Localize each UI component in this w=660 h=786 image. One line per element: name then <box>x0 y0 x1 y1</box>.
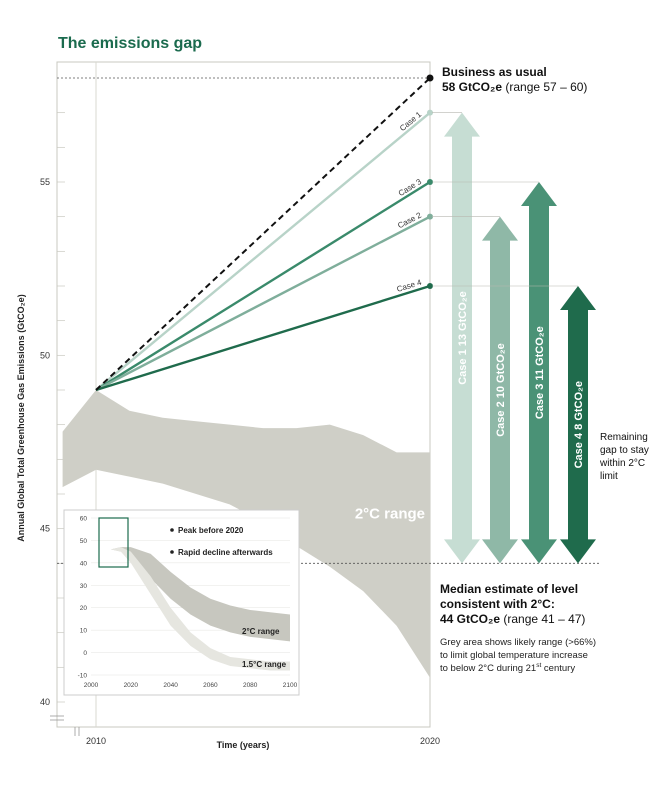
case-4-end-point <box>427 283 433 289</box>
x-tick-2010: 2010 <box>86 736 106 746</box>
bau-value-bold: 58 GtCO₂e <box>442 80 502 94</box>
inset-label-2c: 2°C range <box>242 627 280 636</box>
inset-y-tick-20: 20 <box>80 605 88 612</box>
case-2-gap-arrow <box>482 216 518 564</box>
case-4-gap-value: 8 GtCO₂e <box>573 381 585 430</box>
case-2-gap-value: 10 GtCO₂e <box>495 343 507 398</box>
case-4-gap-name: Case 4 <box>573 430 585 469</box>
case-2-line <box>95 215 431 392</box>
case-1-gap-label: Case 1 13 GtCO₂e <box>457 291 469 385</box>
case-2-gap-name: Case 2 <box>495 398 507 437</box>
legend-peak: Peak before 2020 <box>178 526 244 535</box>
legend-bullet-2 <box>170 550 174 554</box>
note-line-3: to below 2°C during 21st century <box>440 662 575 674</box>
inset-y-tick-0: 0 <box>83 650 87 657</box>
case-3-gap-value: 11 GtCO₂e <box>534 326 546 380</box>
legend-decline: Rapid decline afterwards <box>178 548 273 557</box>
median-value-range: (range 41 – 47) <box>500 612 585 626</box>
inset-chart: -10 0 10 20 30 40 50 60 2000 2020 2040 2060 2080 210… <box>63 509 300 696</box>
inset-x-tick-2080: 2080 <box>243 682 258 689</box>
inset-x-tick-2060: 2060 <box>203 682 218 689</box>
gap-arrows: Case 1 13 GtCO₂e Case 2 10 GtCO₂e Case 3 1… <box>444 112 596 564</box>
bau-value-range: (range 57 – 60) <box>502 80 587 94</box>
case-1-gap-value: 13 GtCO₂e <box>457 291 469 346</box>
case-4-gap-arrow <box>560 286 596 564</box>
median-label-line-3: 44 GtCO₂e (range 41 – 47) <box>440 612 585 626</box>
bau-point <box>426 74 434 82</box>
inset-y-tick--10: -10 <box>78 673 88 680</box>
case-2-end-point <box>427 213 433 220</box>
remaining-gap-line-1: Remaining <box>600 432 648 443</box>
chart-title: The emissions gap <box>58 35 202 52</box>
y-axis-ticks: 40 45 50 55 <box>40 177 50 707</box>
bau-value: 58 GtCO₂e (range 57 – 60) <box>442 80 587 94</box>
inset-y-tick-10: 10 <box>80 628 88 635</box>
gap-connector-lines <box>432 112 578 287</box>
remaining-gap-line-3: within 2°C <box>599 458 645 469</box>
inset-y-tick-50: 50 <box>80 538 88 545</box>
case-1-end-point <box>427 109 433 116</box>
range-band-label: 2°C range <box>355 505 425 522</box>
y-axis-label: Annual Global Total Greenhouse Gas Emiss… <box>16 294 26 541</box>
note-tail: century <box>541 663 575 674</box>
bau-line <box>95 77 431 391</box>
median-label-line-2: consistent with 2°C: <box>440 597 555 611</box>
x-tick-2020: 2020 <box>420 736 440 746</box>
inset-x-tick-2040: 2040 <box>163 682 178 689</box>
inset-x-tick-2020: 2020 <box>124 682 139 689</box>
case-3-line <box>95 180 431 392</box>
inset-band-15c <box>91 547 290 671</box>
case-1-gap-name: Case 1 <box>457 346 469 385</box>
inset-y-tick-60: 60 <box>80 516 88 523</box>
case-1-line <box>95 111 431 391</box>
inset-band-2c <box>91 547 290 642</box>
case-lines <box>95 111 431 392</box>
case-3-gap-name: Case 3 <box>534 381 546 420</box>
axis-break <box>50 715 80 736</box>
x-axis-ticks: 2010 2020 <box>86 736 440 746</box>
median-label-line-1: Median estimate of level <box>440 582 578 596</box>
x-axis-label: Time (years) <box>217 740 270 750</box>
inset-highlight-box <box>98 517 129 568</box>
inset-y-tick-40: 40 <box>80 560 88 567</box>
inset-x-ticks: 2000 2020 2040 2060 2080 2100 <box>84 682 298 689</box>
inset-y-tick-30: 30 <box>80 583 88 590</box>
remaining-gap-line-2: gap to stay <box>600 445 649 456</box>
case-end-points <box>427 109 433 289</box>
case-3-end-point <box>427 179 433 185</box>
inset-label-15c: 1.5°C range <box>242 660 287 669</box>
case-1-gap-arrow <box>444 112 480 564</box>
y-tick-45: 45 <box>40 524 50 534</box>
inset-y-ticks: -10 0 10 20 30 40 50 60 <box>78 516 88 680</box>
case-3-gap-arrow <box>521 182 557 564</box>
note-superscript: st <box>536 662 541 669</box>
inset-x-tick-2100: 2100 <box>283 682 298 689</box>
median-value-bold: 44 GtCO₂e <box>440 612 500 626</box>
y-tick-50: 50 <box>40 350 50 360</box>
bau-label: Business as usual <box>442 65 547 79</box>
y-tick-55: 55 <box>40 177 50 187</box>
note-line-2: to limit global temperature increase <box>440 650 588 661</box>
note-line-1: Grey area shows likely range (>66%) <box>440 637 596 648</box>
range-band-2c <box>62 390 430 678</box>
case-4-gap-label: Case 4 8 GtCO₂e <box>573 381 585 468</box>
y-tick-40: 40 <box>40 697 50 707</box>
note-line-3-main: to below 2°C during 21 <box>440 663 536 674</box>
inset-x-tick-2000: 2000 <box>84 682 99 689</box>
remaining-gap-line-4: limit <box>600 471 618 482</box>
case-2-gap-label: Case 2 10 GtCO₂e <box>495 343 507 437</box>
legend-bullet-1 <box>170 528 174 532</box>
case-3-gap-label: Case 3 11 GtCO₂e <box>534 326 546 419</box>
case-4-line <box>95 284 431 392</box>
